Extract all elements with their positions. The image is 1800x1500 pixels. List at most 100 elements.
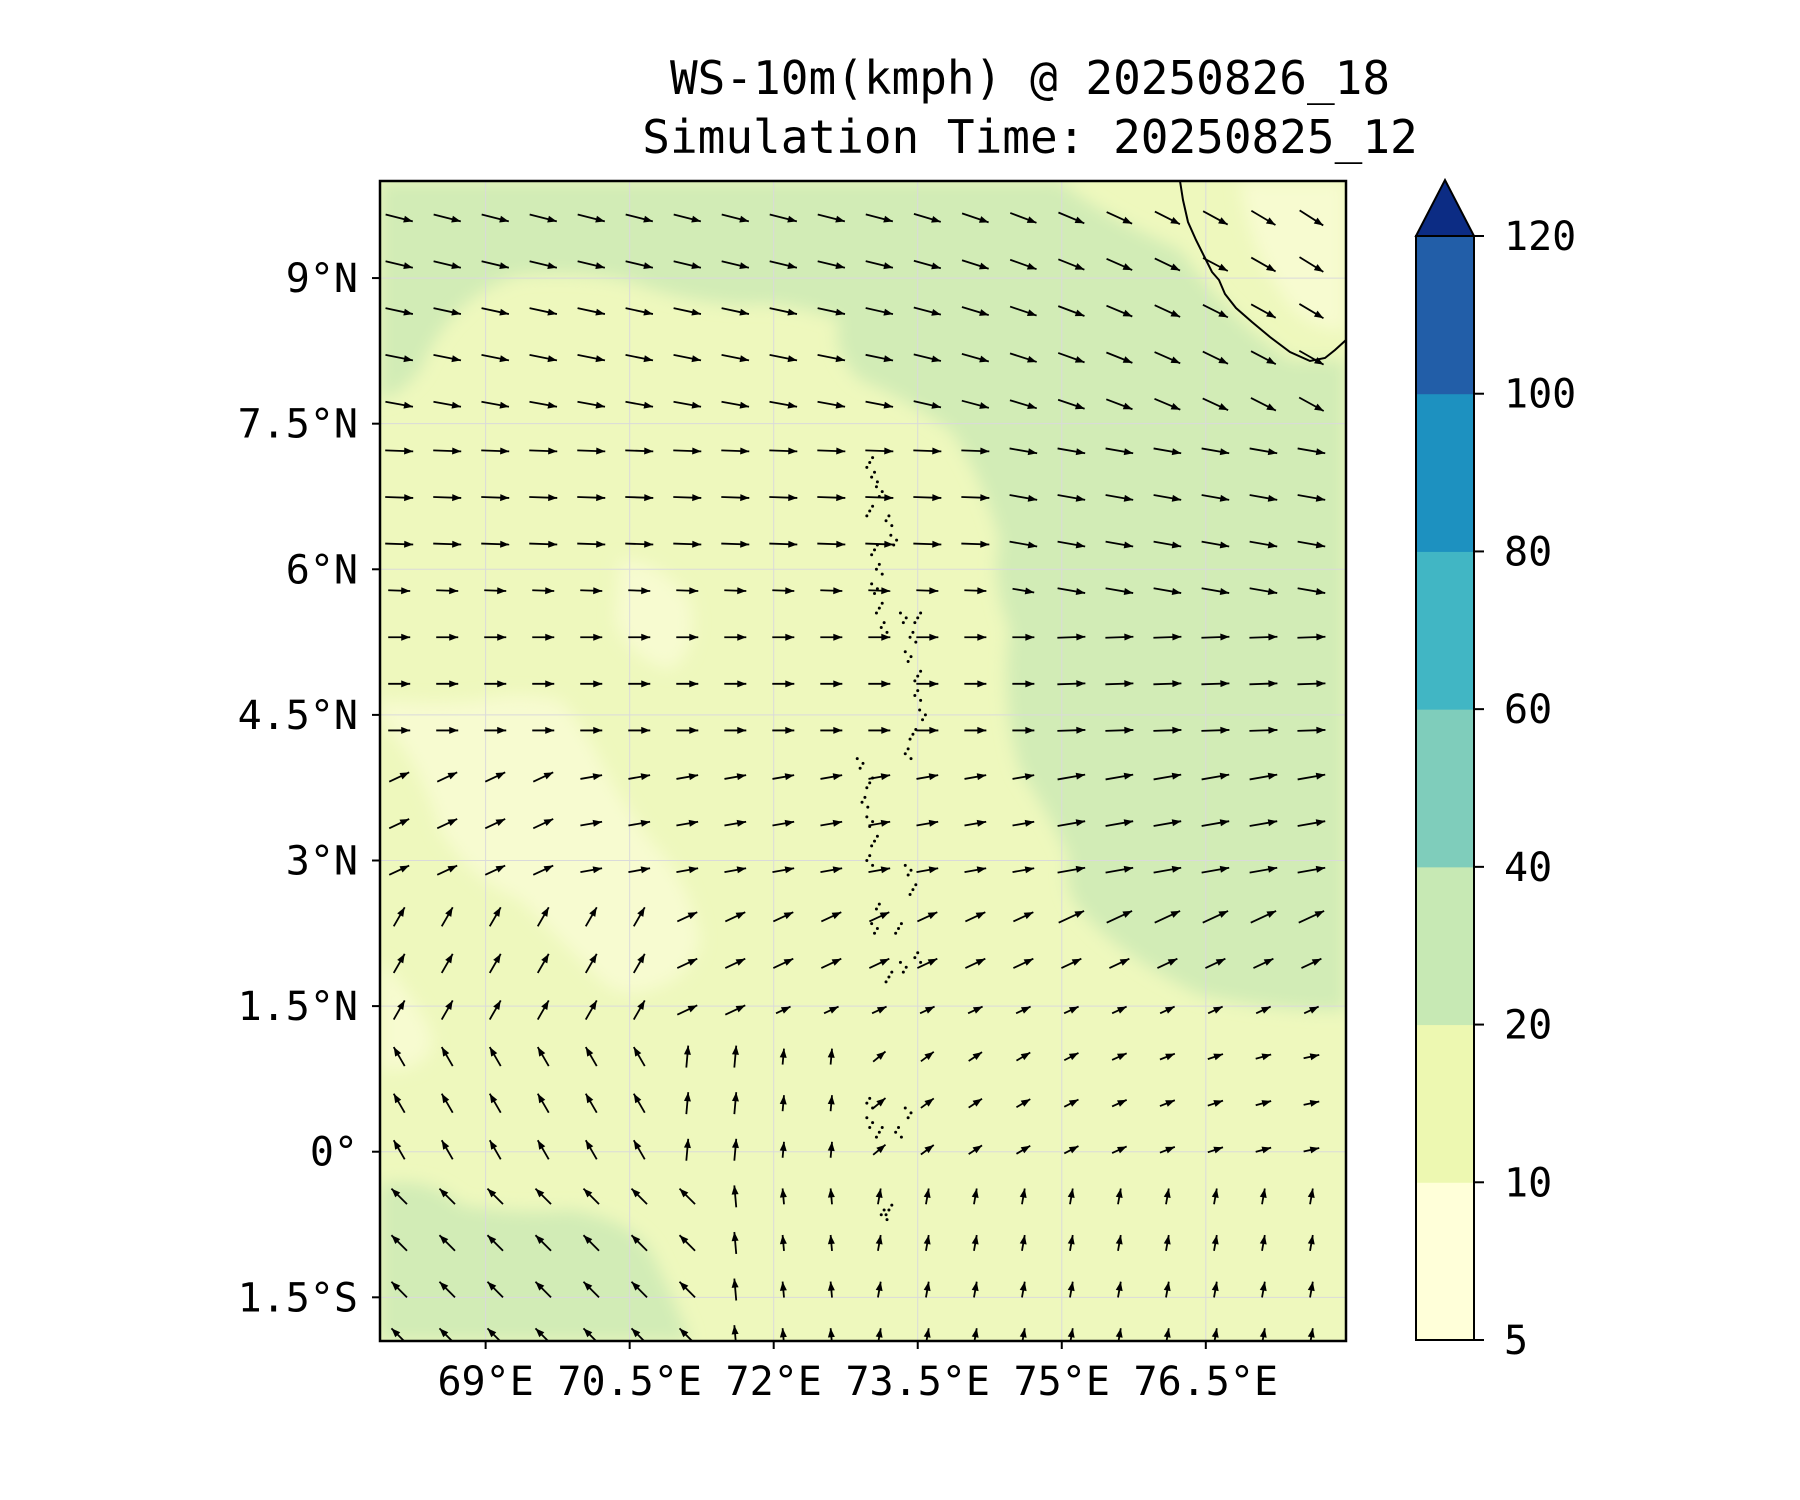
atoll-dot — [923, 713, 927, 717]
colorbar-extend-arrow — [1414, 177, 1476, 237]
wind-arrow — [772, 911, 794, 923]
atoll-dot — [916, 689, 920, 693]
atoll-dot — [865, 815, 869, 819]
atoll-dot — [908, 635, 912, 639]
wind-arrow — [724, 726, 747, 734]
wind-arrow — [964, 911, 986, 923]
wind-arrow — [529, 354, 558, 363]
atoll-dot — [868, 509, 872, 513]
wind-arrow — [433, 307, 462, 316]
wind-arrow — [1211, 1234, 1219, 1251]
wind-arrow — [1153, 587, 1182, 595]
wind-arrow — [1249, 680, 1278, 688]
wind-arrow — [1111, 1005, 1128, 1015]
wind-arrow — [1057, 819, 1086, 827]
wind-arrow — [1016, 1051, 1031, 1062]
wind-arrow — [772, 633, 795, 641]
wind-arrow — [967, 1005, 983, 1015]
wind-arrow — [1013, 911, 1034, 923]
atoll-dot — [871, 456, 875, 460]
wind-arrow — [632, 1093, 646, 1114]
wind-arrow — [1105, 819, 1134, 827]
atoll-dot — [875, 834, 879, 838]
atoll-dot — [898, 960, 902, 964]
wind-arrow — [1259, 1188, 1267, 1205]
wind-arrow — [865, 213, 894, 223]
lon-tick-label: 72°E — [726, 1359, 822, 1405]
wind-arrow — [779, 1281, 787, 1298]
wind-arrow — [875, 1281, 883, 1298]
colorbar-segment — [1416, 709, 1474, 868]
wind-arrow — [486, 1187, 504, 1205]
atoll-dot — [898, 611, 902, 615]
wind-arrow — [1249, 726, 1278, 734]
wind-arrow — [1105, 865, 1134, 874]
wind-arrow — [488, 953, 502, 974]
wind-arrow — [971, 1234, 979, 1251]
wind-arrow — [779, 1048, 787, 1065]
wind-arrow — [1299, 256, 1324, 273]
wind-arrow — [1250, 256, 1277, 273]
atoll-dot — [906, 747, 910, 751]
lon-tick-label: 69°E — [437, 1359, 533, 1405]
wind-arrow — [440, 1139, 454, 1160]
lat-tick-label: 6°N — [286, 547, 358, 593]
wind-arrow — [1019, 1281, 1027, 1298]
wind-arrow — [388, 587, 411, 595]
wind-arrow — [1154, 304, 1181, 318]
wind-arrow — [385, 354, 414, 363]
wind-arrow — [385, 260, 414, 270]
wind-arrow — [486, 1281, 504, 1298]
wind-arrow — [827, 1281, 835, 1298]
atoll-dot — [880, 490, 884, 494]
atoll-dot — [903, 863, 907, 867]
wind-arrow — [1298, 910, 1325, 924]
wind-arrow — [678, 1281, 696, 1298]
wind-arrow — [968, 1051, 983, 1062]
wind-arrow — [1109, 957, 1130, 969]
lat-tick-label: 4.5°N — [238, 693, 358, 739]
atoll-dot — [870, 922, 874, 926]
wind-arrow — [1259, 1281, 1267, 1298]
wind-arrow — [1153, 494, 1182, 502]
wind-arrow — [1207, 1146, 1224, 1154]
wind-arrow — [1009, 494, 1038, 502]
wind-arrow — [817, 494, 846, 502]
wind-arrow — [923, 1281, 931, 1298]
wind-arrow — [584, 906, 598, 927]
atoll-dot — [897, 926, 901, 930]
wind-arrow — [731, 1138, 739, 1161]
wind-arrow — [577, 494, 606, 502]
wind-arrow — [721, 400, 750, 409]
wind-arrow — [673, 307, 702, 316]
wind-arrow — [724, 819, 747, 827]
wind-arrow — [1012, 587, 1035, 595]
wind-arrow — [772, 866, 795, 874]
wind-arrow — [971, 1281, 979, 1298]
wind-arrow — [1063, 1005, 1080, 1015]
wind-arrow — [1202, 350, 1229, 365]
lon-tick-label: 70.5°E — [557, 1359, 702, 1405]
wind-arrow — [779, 1141, 787, 1158]
wind-arrow — [769, 540, 798, 548]
wind-arrow — [913, 259, 942, 270]
colorbar-tick-label: 20 — [1504, 1003, 1552, 1049]
wind-arrow — [580, 633, 603, 641]
wind-arrow — [678, 1187, 696, 1205]
wind-arrow — [625, 307, 654, 316]
wind-arrow — [580, 680, 603, 688]
wind-arrow — [580, 866, 603, 874]
wind-arrow — [678, 1234, 696, 1252]
wind-arrow — [481, 260, 510, 270]
wind-arrow — [529, 260, 558, 270]
wind-arrow — [433, 447, 462, 455]
wind-arrow — [913, 494, 942, 502]
wind-arrow — [817, 447, 846, 455]
wind-arrow — [769, 494, 798, 502]
atoll-dot — [916, 951, 920, 955]
lat-tick-label: 9°N — [286, 256, 358, 302]
wind-arrow — [1105, 540, 1134, 549]
wind-arrow — [388, 726, 411, 734]
wind-arrow — [1106, 211, 1133, 225]
wind-arrow — [1211, 1281, 1219, 1298]
